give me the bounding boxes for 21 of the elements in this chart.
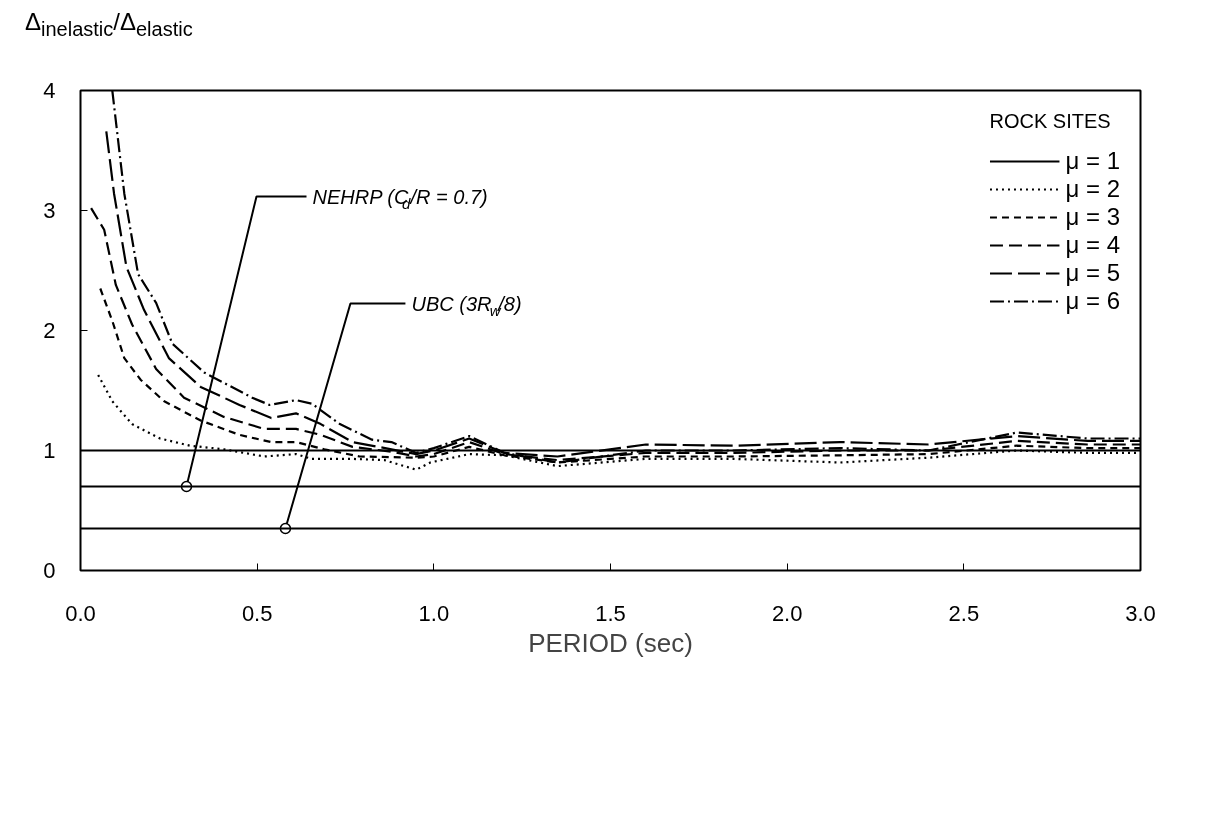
- y-tick-label: 4: [43, 78, 56, 103]
- x-tick-label: 1.5: [595, 600, 626, 626]
- y-axis-title: Δ$_{inelastic}$/Δ$_{elastic}$: [25, 7, 193, 42]
- x-tick-label: 0.0: [65, 600, 96, 626]
- x-axis-title: PERIOD (sec): [528, 627, 693, 658]
- y-tick-label: 2: [43, 318, 56, 343]
- x-tick-label: 1.0: [418, 600, 450, 626]
- x-tick-label: 2.5: [948, 600, 980, 626]
- y-tick-label: 1: [43, 438, 56, 463]
- y-tick-label: 3: [43, 198, 56, 223]
- legend-label: μ = 4: [1065, 231, 1120, 259]
- legend-label: μ = 3: [1065, 203, 1120, 231]
- legend-title: ROCK SITES: [989, 110, 1112, 133]
- x-tick-label: 3.0: [1125, 600, 1156, 626]
- legend-label: μ = 5: [1065, 259, 1120, 287]
- y-tick-label: 0: [43, 558, 56, 583]
- x-tick-label: 2.0: [771, 600, 803, 626]
- legend-label: μ = 6: [1065, 287, 1120, 315]
- legend-label: μ = 2: [1065, 175, 1120, 203]
- legend-label: μ = 1: [1065, 147, 1120, 175]
- x-tick-label: 0.5: [241, 600, 273, 626]
